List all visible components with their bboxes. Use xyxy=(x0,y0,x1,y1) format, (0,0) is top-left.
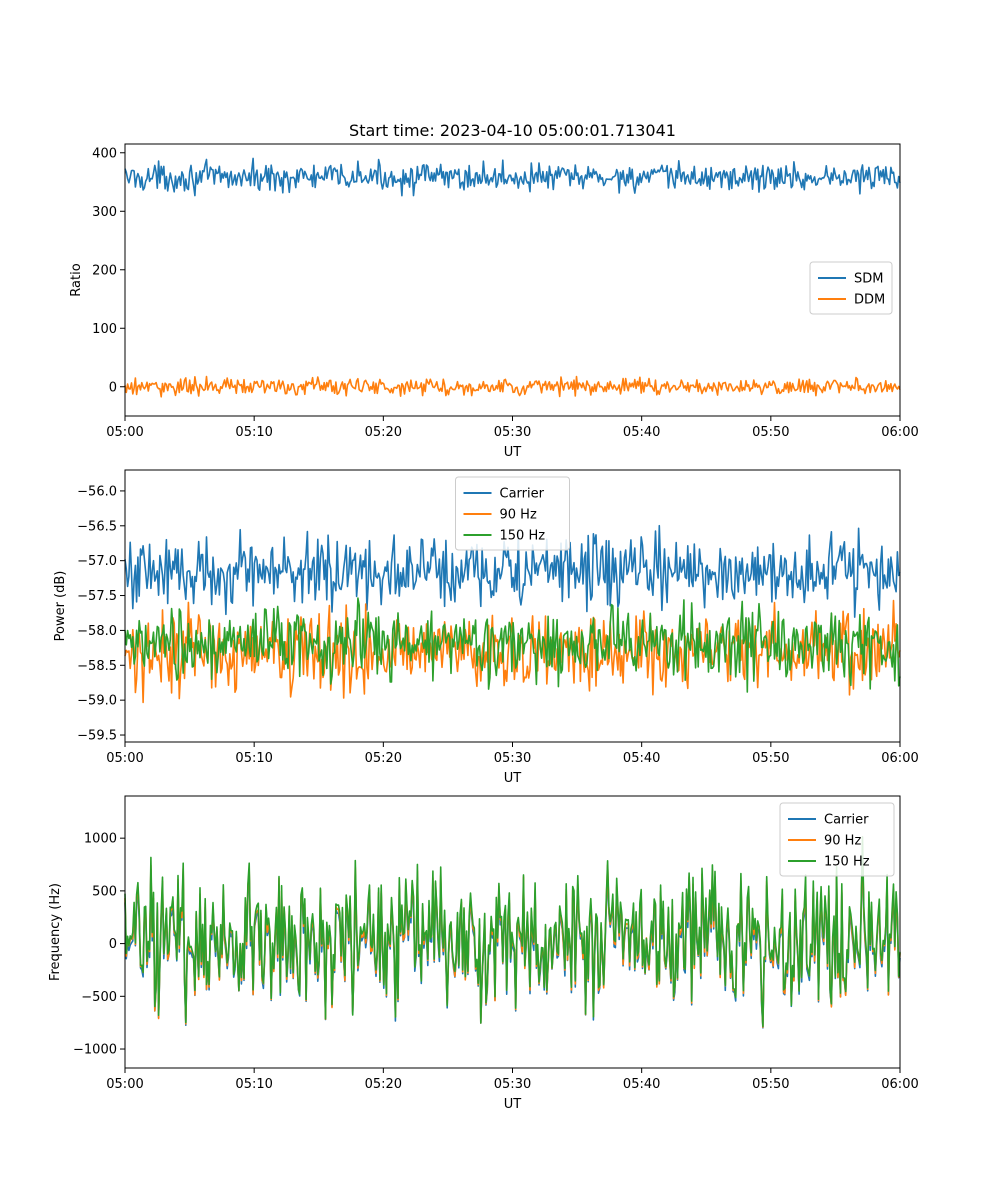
y-axis-label: Ratio xyxy=(69,263,84,296)
y-axis-label: Frequency (Hz) xyxy=(48,883,63,981)
x-tick-label: 05:00 xyxy=(106,751,143,766)
x-tick-label: 05:50 xyxy=(752,751,789,766)
panel-3: 05:00 05:10 05:20 05:30 05:40 05:50 06:00 UT −10… xyxy=(48,795,919,1112)
y-tick-label: −57.0 xyxy=(77,554,117,569)
legend-box xyxy=(809,261,893,315)
legend-box xyxy=(455,476,570,551)
legend-label: 150 Hz xyxy=(824,855,870,870)
series-line-carrier xyxy=(124,524,901,618)
series-line-ddm xyxy=(124,375,901,398)
x-tick-label: 05:10 xyxy=(235,751,272,766)
y-tick-label: −56.5 xyxy=(77,519,117,534)
y-tick-label: 0 xyxy=(109,380,117,395)
x-tick-label: 05:40 xyxy=(623,425,660,440)
legend: Carrier 90 Hz 150 Hz xyxy=(779,802,895,877)
x-tick-label: 05:10 xyxy=(235,1077,272,1092)
x-axis-label: UT xyxy=(504,771,522,786)
series-line-sdm xyxy=(124,157,901,197)
series-line-150-hz xyxy=(124,836,901,1028)
x-tick-label: 05:20 xyxy=(365,425,402,440)
legend-label: 90 Hz xyxy=(824,834,861,849)
x-tick-label: 06:00 xyxy=(881,1077,918,1092)
legend-label: 150 Hz xyxy=(500,529,546,544)
y-tick-label: −59.0 xyxy=(77,694,117,709)
x-tick-label: 06:00 xyxy=(881,425,918,440)
legend-label: DDM xyxy=(854,293,885,308)
x-tick-label: 05:10 xyxy=(235,425,272,440)
x-tick-label: 05:50 xyxy=(752,1077,789,1092)
x-tick-label: 05:30 xyxy=(494,1077,531,1092)
y-tick-label: −58.0 xyxy=(77,624,117,639)
y-axis-label: Power (dB) xyxy=(53,571,68,642)
x-tick-label: 06:00 xyxy=(881,751,918,766)
chart-title: Start time: 2023-04-10 05:00:01.713041 xyxy=(349,121,676,140)
x-tick-label: 05:30 xyxy=(494,751,531,766)
y-tick-label: −500 xyxy=(81,990,117,1005)
y-tick-label: −57.5 xyxy=(77,589,117,604)
x-tick-label: 05:00 xyxy=(106,1077,143,1092)
y-tick-label: 300 xyxy=(92,205,117,220)
y-tick-label: −56.0 xyxy=(77,484,117,499)
series-line-150-hz xyxy=(124,597,901,693)
panel-2: 05:00 05:10 05:20 05:30 05:40 05:50 06:00 UT −59… xyxy=(53,469,919,786)
x-tick-label: 05:40 xyxy=(623,751,660,766)
x-tick-label: 05:00 xyxy=(106,425,143,440)
legend: SDM DDM xyxy=(809,261,893,315)
y-tick-label: −58.5 xyxy=(77,659,117,674)
x-axis-label: UT xyxy=(504,445,522,460)
x-tick-label: 05:20 xyxy=(365,1077,402,1092)
y-tick-label: 500 xyxy=(92,884,117,899)
y-tick-label: −1000 xyxy=(73,1043,117,1058)
x-axis-label: UT xyxy=(504,1097,522,1112)
y-tick-label: −59.5 xyxy=(77,729,117,744)
legend-box xyxy=(779,802,895,877)
y-tick-label: 200 xyxy=(92,263,117,278)
x-tick-label: 05:40 xyxy=(623,1077,660,1092)
legend: Carrier 90 Hz 150 Hz xyxy=(455,476,570,551)
y-tick-label: 400 xyxy=(92,146,117,161)
legend-label: Carrier xyxy=(500,487,545,502)
panel-1: 05:00 05:10 05:20 05:30 05:40 05:50 06:00 UT 0 10… xyxy=(69,121,919,460)
legend-label: Carrier xyxy=(824,813,869,828)
legend-label: 90 Hz xyxy=(500,508,537,523)
y-tick-label: 100 xyxy=(92,322,117,337)
y-tick-label: 1000 xyxy=(84,832,117,847)
x-tick-label: 05:30 xyxy=(494,425,531,440)
x-tick-label: 05:20 xyxy=(365,751,402,766)
y-tick-label: 0 xyxy=(109,937,117,952)
legend-label: SDM xyxy=(854,272,883,287)
x-tick-label: 05:50 xyxy=(752,425,789,440)
